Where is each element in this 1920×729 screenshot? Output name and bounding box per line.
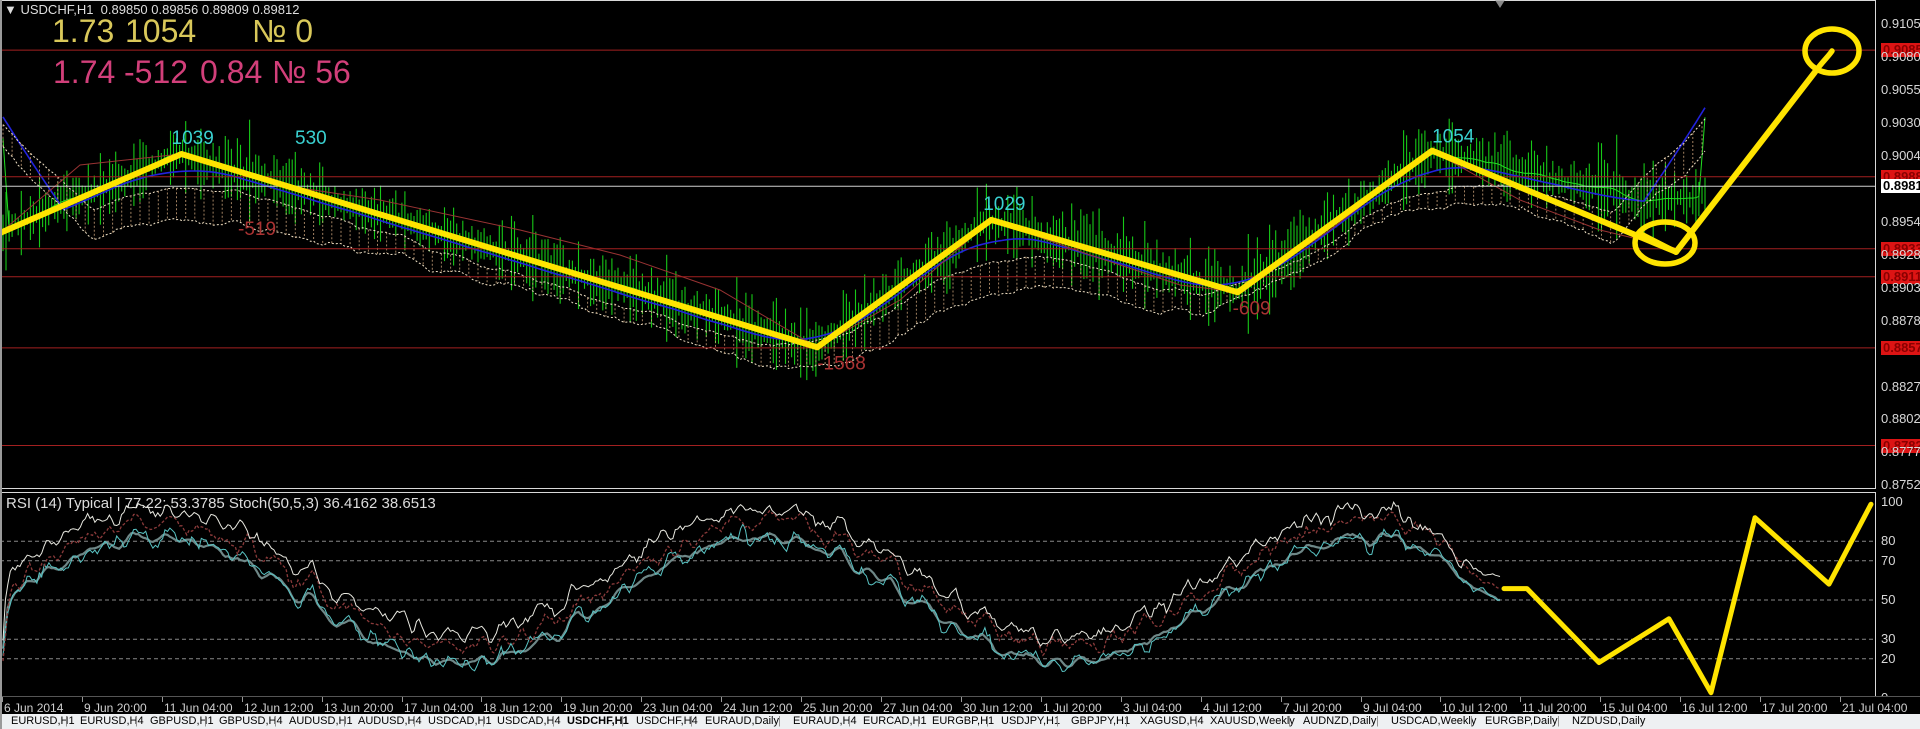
svg-text:1029: 1029 xyxy=(983,194,1025,215)
svg-text:1039: 1039 xyxy=(172,128,214,149)
svg-text:-519: -519 xyxy=(238,219,276,240)
svg-text:1054: 1054 xyxy=(1432,127,1475,148)
svg-text:RSI (14) Typical | 77.22: 53.3: RSI (14) Typical | 77.22: 53.3785 Stoch(… xyxy=(6,495,436,512)
svg-text:-1568: -1568 xyxy=(817,353,866,374)
svg-text:-609: -609 xyxy=(1233,298,1271,319)
svg-text:530: 530 xyxy=(295,128,327,149)
